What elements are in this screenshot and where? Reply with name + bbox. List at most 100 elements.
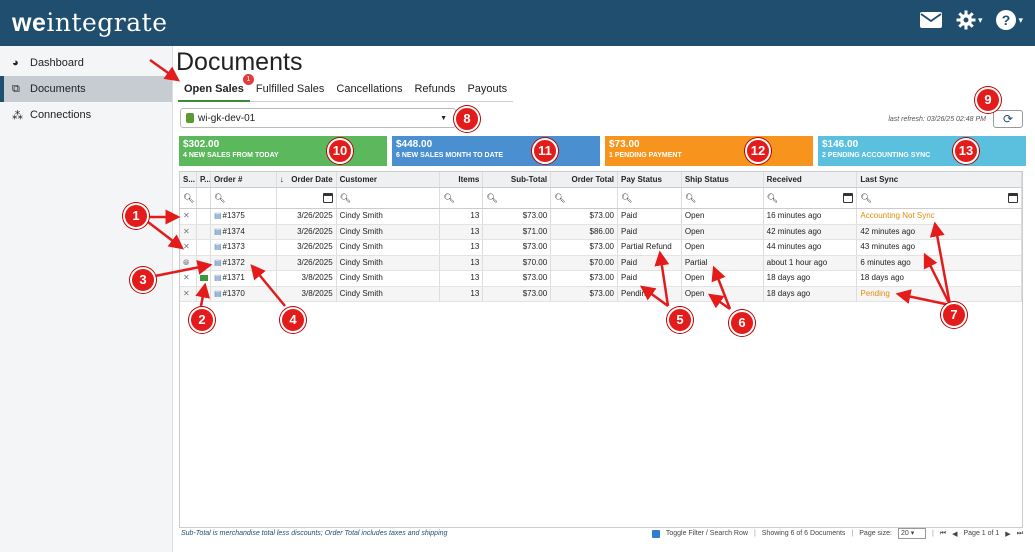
received-cell: 18 days ago xyxy=(764,286,858,301)
card-amount: $146.00 xyxy=(822,139,859,150)
tab-payouts[interactable]: Payouts xyxy=(467,83,508,95)
column-header[interactable]: S... xyxy=(180,172,197,187)
filter-cell[interactable]: 🔍︎ xyxy=(857,188,1022,208)
app-logo[interactable]: weintegrate xyxy=(12,8,168,37)
column-header[interactable]: Sub-Total xyxy=(483,172,552,187)
grid-body: ✕ ▤#1375 3/26/2025 Cindy Smith 13 $73.00 $73.0… xyxy=(180,209,1022,302)
order-cell[interactable]: ▤#1372 xyxy=(211,255,277,270)
annotation-marker-12: 12 xyxy=(745,138,771,164)
order-cell[interactable]: ▤#1373 xyxy=(211,240,277,255)
subtotal-cell: $73.00 xyxy=(483,286,552,301)
filter-cell[interactable]: 🔍︎ xyxy=(211,188,277,208)
summary-card-new-sales-month[interactable]: $448.00 6 NEW SALES MONTH TO DATE xyxy=(392,136,600,166)
filter-cell[interactable]: 🔍︎ xyxy=(337,188,441,208)
column-header[interactable]: Customer xyxy=(337,172,441,187)
documents-icon: ⧉ xyxy=(12,82,20,95)
help-icon[interactable]: ? ▾ xyxy=(996,10,1023,30)
toggle-filter-checkbox[interactable] xyxy=(651,529,660,538)
toggle-filter-label[interactable]: Toggle Filter / Search Row xyxy=(665,530,748,537)
mail-icon[interactable] xyxy=(919,12,942,28)
filter-cell[interactable]: 🔍︎ xyxy=(180,188,197,208)
last-page-icon[interactable]: ⏭ xyxy=(1016,529,1023,537)
order-cell[interactable]: ▤#1371 xyxy=(211,271,277,286)
calendar-icon[interactable] xyxy=(1007,193,1018,203)
status-cell[interactable]: ✕ xyxy=(180,224,197,239)
order-cell[interactable]: ▤#1374 xyxy=(211,224,277,239)
filter-cell[interactable]: 🔍︎ xyxy=(440,188,484,208)
order-cell[interactable]: ▤#1370 xyxy=(211,286,277,301)
status-cell[interactable]: ✕ xyxy=(180,286,197,301)
status-cell[interactable]: 🌐︎ xyxy=(180,255,197,270)
summary-card-pending-payment[interactable]: $73.00 1 PENDING PAYMENT xyxy=(605,136,813,166)
items-cell: 13 xyxy=(440,209,484,224)
summary-card-pending-sync[interactable]: $146.00 2 PENDING ACCOUNTING SYNC xyxy=(818,136,1026,166)
page-size-select[interactable]: 20 ▾ xyxy=(897,528,926,539)
sidebar-item-connections[interactable]: ⁂ Connections xyxy=(0,102,172,128)
status-cell[interactable]: ✕ xyxy=(180,271,197,286)
tab-refunds[interactable]: Refunds xyxy=(414,83,456,95)
column-header[interactable]: Received xyxy=(764,172,858,187)
order-total-cell: $73.00 xyxy=(551,286,618,301)
filter-cell[interactable]: 🔍︎ xyxy=(618,188,682,208)
status-cell[interactable]: ✕ xyxy=(180,209,197,224)
filter-cell[interactable]: 🔍︎ xyxy=(764,188,858,208)
payment-cell[interactable] xyxy=(197,209,211,224)
filter-cell[interactable] xyxy=(197,188,211,208)
refresh-button[interactable]: ⟳ xyxy=(993,110,1023,128)
document-icon: ▤ xyxy=(213,273,222,282)
tools-icon: ✕ xyxy=(183,273,190,282)
table-row[interactable]: ✕ ▤#1373 3/26/2025 Cindy Smith 13 $73.00 $73.0… xyxy=(180,240,1022,256)
column-header[interactable]: P... xyxy=(197,172,211,187)
column-header-order-date[interactable]: ↓ Order Date xyxy=(277,172,337,187)
order-cell[interactable]: ▤#1375 xyxy=(211,209,277,224)
prev-page-icon[interactable]: ◀ xyxy=(952,530,958,538)
tab-cancellations[interactable]: Cancellations xyxy=(336,83,403,95)
document-tabs: Open Sales 1 Fulfilled Sales Cancellatio… xyxy=(178,74,514,102)
payment-cell[interactable] xyxy=(197,255,211,270)
filter-cell[interactable]: 🔍︎ xyxy=(682,188,764,208)
payment-cell[interactable] xyxy=(197,240,211,255)
payment-cell[interactable] xyxy=(197,271,211,286)
search-icon: 🔍︎ xyxy=(339,192,352,203)
tools-icon: ✕ xyxy=(183,288,190,298)
annotation-marker-11: 11 xyxy=(532,138,558,164)
table-row[interactable]: ✕ ▤#1375 3/26/2025 Cindy Smith 13 $73.00 $73.0… xyxy=(180,209,1022,225)
page-size-label: Page size: xyxy=(859,530,892,537)
search-icon: 🔍︎ xyxy=(213,192,226,203)
ship-status-cell: Open xyxy=(682,286,764,301)
tab-fulfilled-sales[interactable]: Fulfilled Sales xyxy=(255,83,325,95)
column-header[interactable]: Ship Status xyxy=(682,172,764,187)
column-header[interactable]: Last Sync xyxy=(857,172,1022,187)
column-header[interactable]: Order Total xyxy=(551,172,618,187)
page-title: Documents xyxy=(176,48,303,76)
table-row[interactable]: 🌐︎ ▤#1372 3/26/2025 Cindy Smith 13 $70.00 $70.… xyxy=(180,255,1022,271)
column-header[interactable]: Items xyxy=(440,172,484,187)
first-page-icon[interactable]: ⏮ xyxy=(939,529,947,537)
next-page-icon[interactable]: ▶ xyxy=(1005,530,1011,538)
calendar-icon[interactable] xyxy=(843,193,854,203)
sidebar-item-dashboard[interactable]: ◕ Dashboard xyxy=(0,50,172,76)
order-total-cell: $86.00 xyxy=(551,224,618,239)
column-header[interactable]: Pay Status xyxy=(618,172,682,187)
status-cell[interactable]: ✕ xyxy=(180,240,197,255)
table-row[interactable]: ✕ ▤#1370 3/8/2025 Cindy Smith 13 $73.00 $73.00… xyxy=(180,286,1022,302)
calendar-icon[interactable] xyxy=(322,193,333,203)
filter-cell[interactable]: 🔍︎ xyxy=(483,188,552,208)
gear-icon[interactable]: ▾ xyxy=(956,10,982,30)
grid-header: S... P... Order # ↓ Order Date Customer … xyxy=(180,172,1022,188)
order-date-cell: 3/26/2025 xyxy=(277,255,337,270)
tab-open-sales[interactable]: Open Sales 1 xyxy=(178,74,254,102)
filter-cell[interactable] xyxy=(277,188,337,208)
summary-card-new-sales-today[interactable]: $302.00 4 NEW SALES FROM TODAY xyxy=(179,136,387,166)
column-header[interactable]: Order # xyxy=(211,172,277,187)
ship-status-cell: Open xyxy=(682,209,764,224)
table-row[interactable]: ✕ ▤#1371 3/8/2025 Cindy Smith 13 $73.00 $73.00… xyxy=(180,271,1022,287)
filter-cell[interactable]: 🔍︎ xyxy=(551,188,618,208)
payment-cell[interactable] xyxy=(197,286,211,301)
table-row[interactable]: ✕ ▤#1374 3/26/2025 Cindy Smith 13 $71.00 $86.0… xyxy=(180,224,1022,240)
sidebar-item-documents[interactable]: ⧉ Documents xyxy=(0,76,172,102)
annotation-marker-5: 5 xyxy=(667,307,693,333)
store-select[interactable]: wi-gk-dev-01 ▼ xyxy=(180,108,456,128)
annotation-marker-8: 8 xyxy=(454,106,480,132)
payment-cell[interactable] xyxy=(197,224,211,239)
